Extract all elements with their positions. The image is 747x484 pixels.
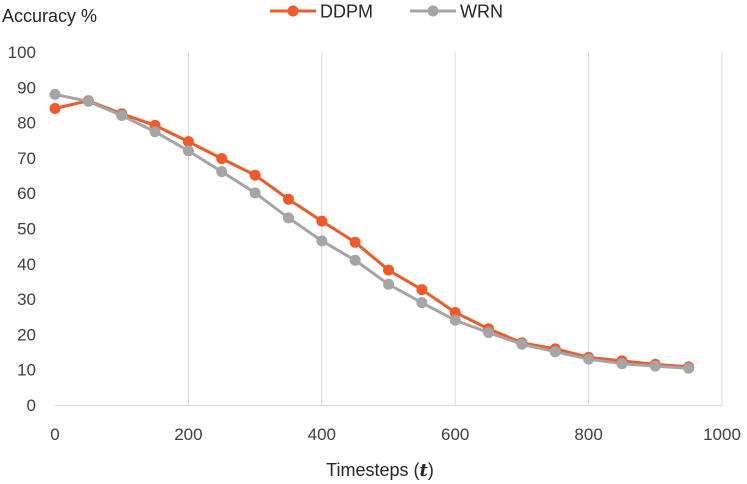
data-point-wrn	[82, 95, 94, 107]
data-point-wrn	[516, 338, 528, 350]
x-tick-label: 800	[574, 425, 602, 444]
y-tick-label: 70	[17, 149, 36, 168]
series-layer	[49, 88, 695, 374]
data-point-wrn	[583, 353, 595, 365]
data-point-wrn	[216, 166, 228, 178]
x-tick-label: 600	[441, 425, 469, 444]
x-tick-label: 200	[174, 425, 202, 444]
gridlines	[187, 52, 723, 405]
y-tick-label: 10	[17, 361, 36, 380]
series-ddpm	[49, 95, 695, 373]
legend-item-wrn: WRN	[410, 2, 503, 22]
data-point-wrn	[449, 314, 461, 326]
data-point-wrn	[249, 187, 261, 199]
data-point-wrn	[316, 235, 328, 247]
data-point-wrn	[549, 346, 561, 358]
y-axis-title: Accuracy %	[2, 6, 97, 26]
data-point-wrn	[149, 126, 161, 138]
axes: 0 200 400 600 800 1000 0 10 20 30 40 50 60 70 80 90 100	[8, 43, 741, 444]
data-point-ddpm	[383, 264, 394, 276]
y-tick-label: 100	[8, 43, 36, 62]
y-tick-label: 60	[17, 184, 36, 203]
data-point-wrn	[182, 145, 194, 157]
legend-label-ddpm: DDPM	[320, 2, 373, 22]
data-point-ddpm	[49, 102, 61, 114]
data-point-wrn	[349, 254, 361, 266]
legend-marker-wrn	[427, 5, 439, 17]
data-point-ddpm	[349, 236, 361, 248]
x-axis-title: Timesteps (t)	[326, 460, 434, 481]
y-tick-label: 20	[17, 325, 36, 344]
data-point-ddpm	[282, 193, 294, 205]
x-tick-label: 400	[308, 425, 336, 444]
legend: DDPM WRN	[270, 2, 503, 22]
x-axis-title-variable: t	[420, 460, 429, 481]
data-point-wrn	[649, 360, 661, 372]
y-tick-label: 50	[17, 220, 36, 239]
data-point-ddpm	[216, 153, 228, 165]
data-point-wrn	[116, 110, 128, 122]
x-tick-label: 1000	[703, 425, 741, 444]
data-point-wrn	[483, 327, 495, 339]
data-point-wrn	[616, 358, 628, 370]
data-point-ddpm	[416, 284, 428, 296]
y-tick-label: 40	[17, 255, 36, 274]
series-line-wrn	[53, 92, 691, 370]
y-tick-label: 0	[27, 396, 36, 415]
x-axis-title-suffix: )	[428, 460, 434, 480]
data-point-ddpm	[249, 169, 261, 181]
data-point-wrn	[416, 297, 428, 309]
data-point-wrn	[383, 278, 394, 290]
data-point-wrn	[49, 88, 61, 100]
data-point-ddpm	[449, 307, 461, 319]
legend-label-wrn: WRN	[460, 2, 503, 22]
y-tick-label: 90	[17, 78, 36, 97]
y-tick-label: 30	[17, 290, 36, 309]
data-point-wrn	[282, 212, 294, 224]
series-wrn	[49, 88, 695, 374]
data-point-ddpm	[182, 136, 194, 148]
legend-item-ddpm: DDPM	[270, 2, 373, 22]
x-tick-label: 0	[50, 425, 59, 444]
series-line-ddpm	[53, 99, 691, 369]
x-axis-title-prefix: Timesteps (	[326, 460, 419, 480]
data-point-ddpm	[316, 215, 328, 227]
y-tick-label: 80	[17, 114, 36, 133]
legend-marker-ddpm	[287, 5, 299, 17]
data-point-wrn	[683, 362, 695, 374]
